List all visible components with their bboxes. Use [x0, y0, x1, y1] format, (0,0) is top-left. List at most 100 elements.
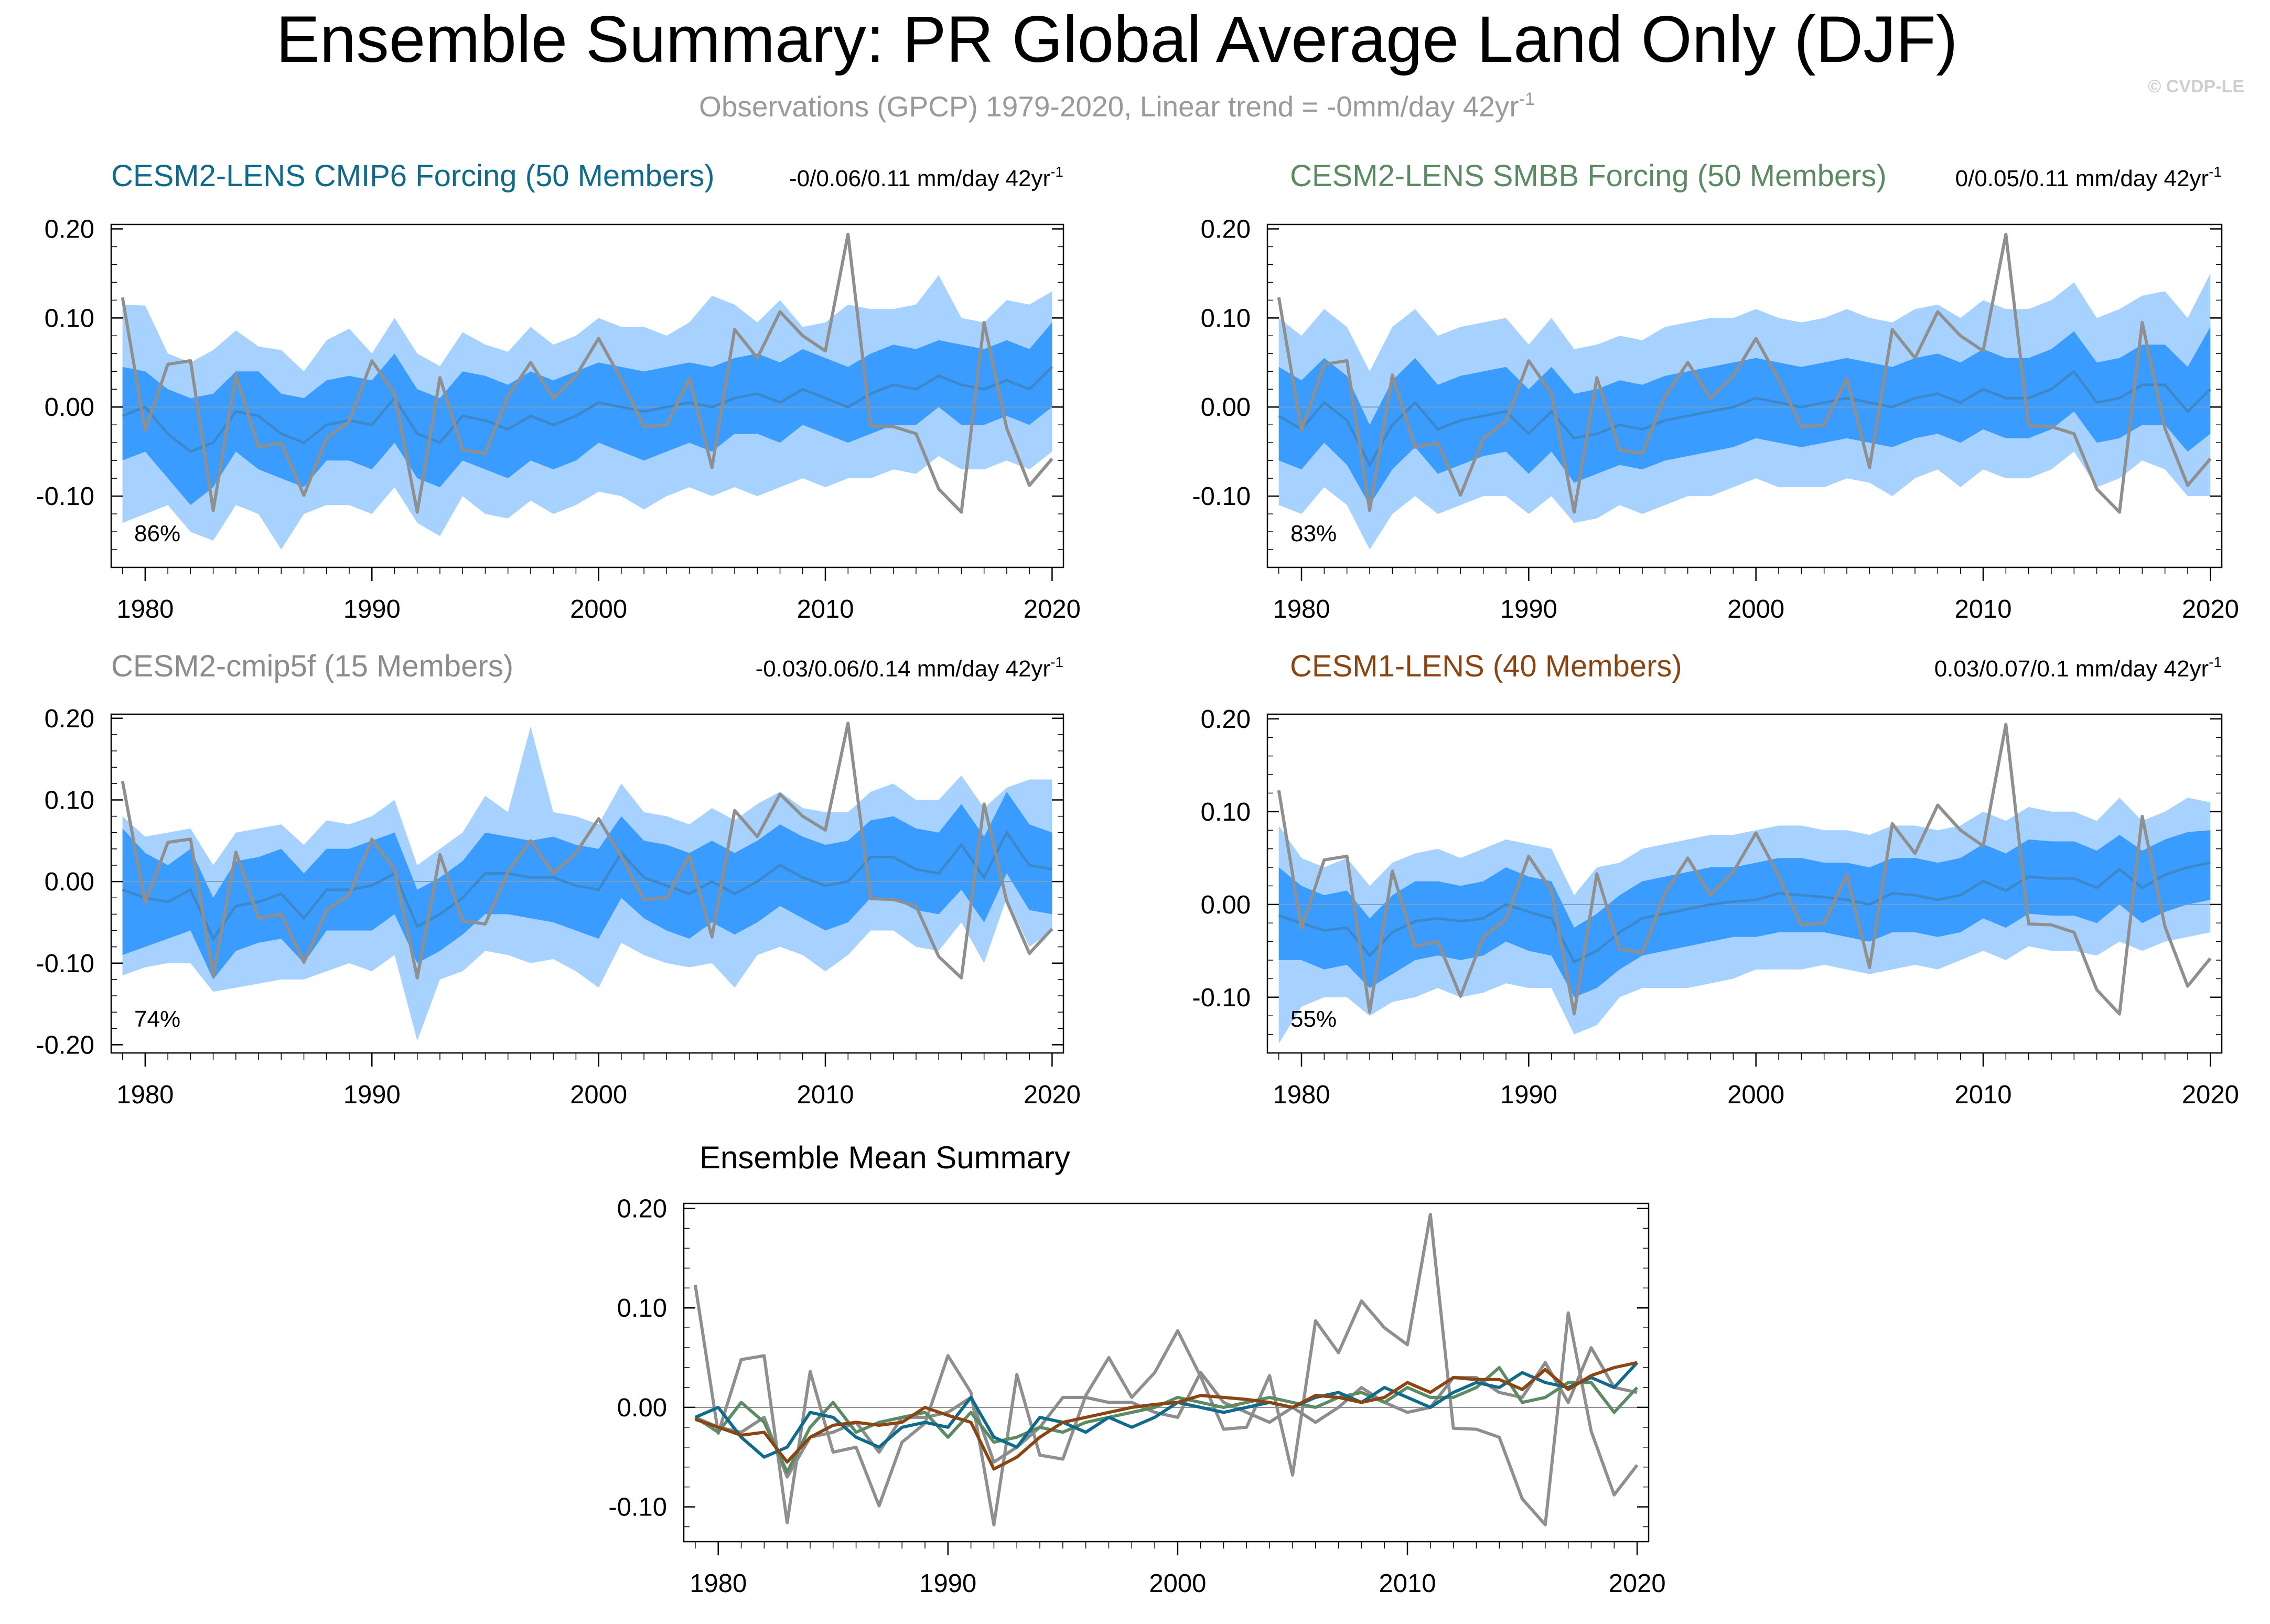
- plot-content: [684, 1212, 1649, 1526]
- x-tick-label: 1980: [1273, 595, 1330, 623]
- y-tick-label: 0.10: [1201, 798, 1251, 826]
- x-tick-label: 2010: [1954, 1081, 2011, 1109]
- x-tick-label: 2010: [797, 1081, 854, 1109]
- y-tick-label: 0.00: [617, 1394, 667, 1422]
- x-tick-label: 1980: [1273, 1081, 1330, 1109]
- y-tick-label: 0.10: [617, 1294, 667, 1322]
- chart-panels: CESM2-LENS CMIP6 Forcing (50 Members) -0/…: [36, 159, 2239, 1598]
- y-tick-label: 0.00: [45, 393, 94, 422]
- x-tick-label: 1990: [343, 1081, 401, 1109]
- trend-label: 0.03/0.07/0.1 mm/day 42yr-1: [1934, 654, 2222, 682]
- series-line-cesm1-lens: [694, 1361, 1638, 1471]
- trend-superscript: -1: [1050, 654, 1063, 670]
- x-tick-label: 1990: [1500, 595, 1557, 623]
- x-tick-label: 2000: [1149, 1569, 1206, 1598]
- x-tick-label: 2010: [1379, 1569, 1436, 1598]
- chart-panel-smbb: CESM2-LENS SMBB Forcing (50 Members) 0/0.…: [1192, 159, 2239, 623]
- panel-title: Ensemble Mean Summary: [700, 1140, 1070, 1175]
- copyright-label: © CVDP-LE: [2148, 77, 2244, 96]
- y-tick-label: 0.20: [45, 215, 94, 243]
- y-tick-label: 0.20: [1201, 705, 1251, 734]
- y-tick-label: 0.10: [45, 304, 94, 332]
- y-tick-label: 0.20: [1201, 215, 1251, 243]
- x-tick-label: 2020: [2182, 595, 2239, 623]
- chart-panel-mean-summary: Ensemble Mean Summary 0.20 0.10 0.00 -0.10 19…: [608, 1140, 1665, 1598]
- plot-area: [684, 1203, 1649, 1542]
- trend-text: 0.03/0.07/0.1 mm/day 42yr: [1934, 656, 2209, 682]
- ensemble-mean-line: [122, 830, 1052, 942]
- panel-title: CESM1-LENS (40 Members): [1290, 649, 1682, 683]
- x-tick-label: 1980: [116, 595, 174, 623]
- plot-content: [1267, 232, 2222, 550]
- plot-frame: [110, 713, 1064, 1054]
- plot-content: [111, 722, 1063, 1041]
- x-tick-label: 2000: [570, 1081, 627, 1109]
- observations-line: [121, 232, 1053, 514]
- x-tick-label: 1980: [116, 1081, 174, 1109]
- figure-title: Ensemble Summary: PR Global Average Land…: [276, 3, 1957, 76]
- series-line-observations-gpcp: [693, 1212, 1639, 1526]
- y-tick-label: 0.20: [617, 1195, 667, 1223]
- observations-line: [121, 722, 1053, 980]
- x-tick-label: 2000: [1727, 1081, 1784, 1109]
- percent-label: 55%: [1290, 1006, 1337, 1032]
- x-tick-label: 1980: [690, 1569, 747, 1598]
- x-tick-label: 2010: [1954, 595, 2011, 623]
- y-tick-label: 0.20: [45, 705, 94, 733]
- plot-frame: [110, 223, 1064, 568]
- x-tick-label: 2020: [1609, 1569, 1666, 1598]
- y-tick-label: -0.10: [608, 1493, 667, 1522]
- y-tick-label: -0.10: [36, 950, 94, 978]
- chart-panel-cesm1: CESM1-LENS (40 Members) 0.03/0.07/0.1 mm/…: [1192, 649, 2239, 1109]
- x-tick-label: 2020: [2182, 1081, 2239, 1109]
- trend-label: 0/0.05/0.11 mm/day 42yr-1: [1955, 164, 2222, 191]
- percent-label: 86%: [134, 521, 180, 546]
- y-tick-label: 0.10: [1201, 304, 1251, 332]
- percent-label: 83%: [1290, 521, 1337, 546]
- x-tick-label: 2010: [797, 595, 854, 623]
- y-tick-label: 0.00: [1201, 393, 1251, 422]
- y-tick-label: 0.00: [45, 868, 94, 896]
- trend-superscript: -1: [2209, 164, 2222, 180]
- observations-line: [1277, 723, 2212, 1016]
- y-tick-label: -0.10: [1192, 482, 1251, 511]
- y-tick-label: 0.00: [1201, 891, 1251, 919]
- trend-label: -0/0.06/0.11 mm/day 42yr-1: [789, 164, 1063, 191]
- percentile-band: [122, 791, 1052, 980]
- x-tick-label: 2000: [570, 595, 627, 623]
- y-tick-label: -0.10: [36, 482, 94, 511]
- y-tick-label: -0.10: [1192, 984, 1251, 1012]
- x-tick-label: 2020: [1024, 1081, 1081, 1109]
- percent-label: 74%: [134, 1006, 180, 1032]
- ensemble-mean-line: [1278, 861, 2211, 964]
- trend-text: -0.03/0.06/0.14 mm/day 42yr: [756, 656, 1051, 682]
- panel-title: CESM2-LENS SMBB Forcing (50 Members): [1290, 159, 1887, 193]
- x-tick-label: 1990: [343, 595, 401, 623]
- x-tick-label: 2020: [1024, 595, 1081, 623]
- ensemble-mean-line: [1278, 369, 2212, 468]
- trend-text: -0/0.06/0.11 mm/day 42yr: [789, 166, 1050, 191]
- ensemble-mean-line: [122, 366, 1053, 454]
- observations-line: [1277, 232, 2212, 514]
- plot-frame: [683, 1202, 1650, 1543]
- percentile-band: [1278, 830, 2211, 997]
- plot-frame: [1266, 713, 2223, 1054]
- trend-label: -0.03/0.06/0.14 mm/day 42yr-1: [756, 654, 1063, 682]
- plot-frame: [1266, 223, 2223, 568]
- chart-panel-cmip6: CESM2-LENS CMIP6 Forcing (50 Members) -0/…: [36, 159, 1081, 623]
- x-tick-label: 2000: [1727, 595, 1784, 623]
- percentile-band: [1278, 327, 2211, 506]
- panel-title: CESM2-cmip5f (15 Members): [111, 649, 513, 683]
- y-tick-label: -0.20: [36, 1031, 94, 1059]
- trend-superscript: -1: [2209, 654, 2222, 670]
- panel-title: CESM2-LENS CMIP6 Forcing (50 Members): [111, 159, 715, 193]
- x-tick-label: 1990: [919, 1569, 976, 1598]
- plot-content: [111, 232, 1063, 550]
- trend-superscript: -1: [1050, 164, 1063, 180]
- trend-text: 0/0.05/0.11 mm/day 42yr: [1955, 166, 2209, 191]
- percentile-band: [122, 322, 1052, 506]
- y-tick-label: 0.10: [45, 786, 94, 814]
- x-tick-label: 1990: [1500, 1081, 1557, 1109]
- figure-subtitle: Observations (GPCP) 1979-2020, Linear tr…: [699, 89, 1535, 123]
